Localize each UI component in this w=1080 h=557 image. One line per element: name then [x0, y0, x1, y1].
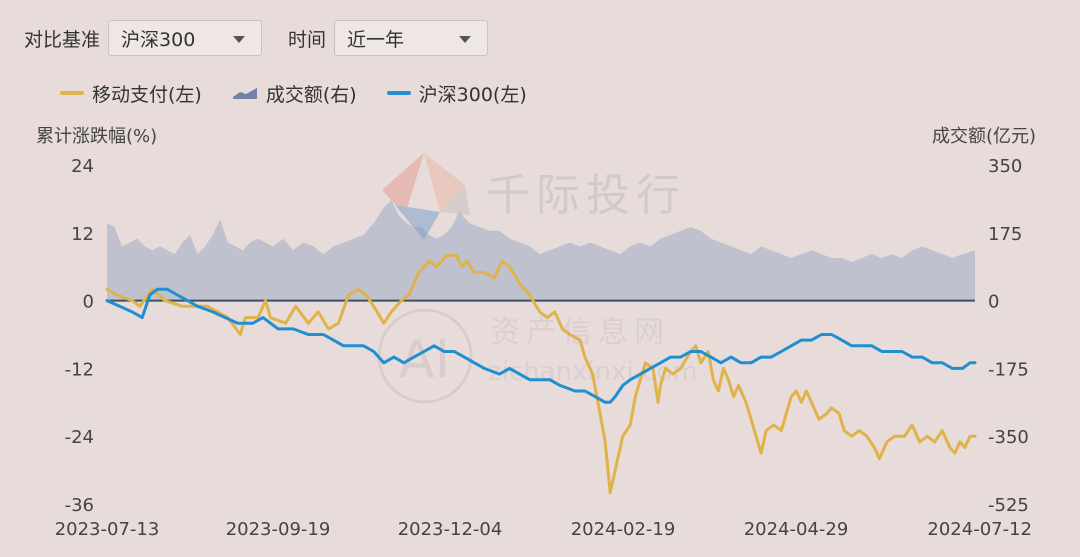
period-value: 近一年 — [347, 28, 405, 51]
legend-item-volume[interactable]: 成交额(右) — [232, 80, 357, 107]
watermark-top-text: 千际投行 — [486, 170, 686, 221]
x-axis-tick: 2023-12-04 — [398, 519, 503, 540]
left-axis-tick: 24 — [71, 156, 94, 177]
x-axis-tick: 2024-02-19 — [571, 519, 676, 540]
axis-ticks-layer: 24 12 0 -12 -24 -36 350 175 0 -175 -350 -525 2023-07… — [55, 156, 1032, 540]
area-swatch-icon — [232, 88, 257, 99]
right-axis-tick: 350 — [988, 156, 1022, 177]
right-axis-tick: 175 — [988, 224, 1022, 245]
legend-item-hs300[interactable]: 沪深300(左) — [386, 80, 527, 107]
x-axis-tick: 2023-07-13 — [55, 519, 160, 540]
legend-label: 成交额(右) — [265, 83, 357, 106]
right-axis-tick: -175 — [988, 359, 1029, 380]
right-axis-tick: 0 — [988, 292, 999, 313]
left-axis-title: 累计涨跌幅(%) — [36, 126, 158, 147]
chevron-down-icon — [459, 36, 472, 43]
hs300-line — [105, 287, 977, 404]
right-axis-tick: -525 — [988, 495, 1029, 516]
volume-area-layer — [107, 199, 975, 301]
chart-legend: 移动支付(左) 成交额(右) 沪深300(左) — [60, 78, 557, 108]
x-axis-tick: 2024-07-12 — [927, 519, 1032, 540]
volume-area — [107, 199, 975, 301]
watermark-top: 千际投行 — [382, 153, 686, 240]
watermark-mid: AI 资产信息网 zichanxinxi.com — [377, 308, 698, 404]
right-axis-title: 成交额(亿元) — [931, 126, 1036, 147]
left-axis-tick: 0 — [83, 292, 94, 313]
chevron-down-icon — [233, 36, 246, 43]
right-axis-tick: -350 — [988, 427, 1029, 448]
legend-swatch-mobile-pay — [60, 91, 84, 95]
period-select[interactable]: 近一年 — [334, 20, 489, 56]
x-axis-tick: 2024-04-29 — [744, 519, 849, 540]
series-lines-layer — [105, 253, 977, 495]
legend-swatch-hs300 — [386, 91, 411, 95]
legend-item-mobile-pay[interactable]: 移动支付(左) — [60, 80, 202, 107]
left-axis-tick: -12 — [65, 359, 94, 380]
brand-logo-icon — [382, 153, 470, 240]
left-axis-tick: -24 — [65, 427, 94, 448]
x-axis-tick: 2023-09-19 — [226, 519, 331, 540]
legend-label: 移动支付(左) — [92, 83, 202, 106]
benchmark-select[interactable]: 沪深300 — [108, 20, 263, 56]
toolbar: 对比基准 沪深300 时间 近一年 — [24, 20, 489, 56]
mobile-pay-line — [105, 253, 977, 495]
watermark-mid-text: 资产信息网 — [490, 315, 670, 350]
left-axis-tick: 12 — [71, 224, 94, 245]
benchmark-label: 对比基准 — [24, 28, 101, 51]
left-axis-tick: -36 — [65, 495, 94, 516]
benchmark-value: 沪深300 — [121, 28, 196, 51]
legend-label: 沪深300(左) — [418, 83, 527, 106]
period-label: 时间 — [288, 28, 327, 51]
